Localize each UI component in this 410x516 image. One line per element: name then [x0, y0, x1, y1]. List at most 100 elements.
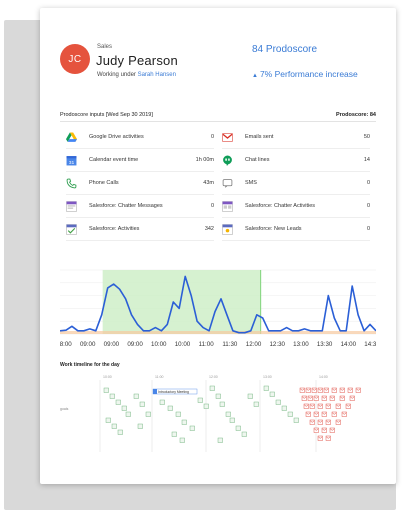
metrics-column-left: Google Drive activities 0 31 Calendar event… — [66, 126, 214, 241]
inputs-header: Prodoscore inputs [Wed Sep 30 2019] Prod… — [60, 112, 376, 122]
metric-label: Phone Calls — [89, 180, 119, 186]
series-line — [60, 275, 376, 334]
metric-label: Chat lines — [245, 157, 270, 163]
hangouts-icon — [222, 155, 233, 166]
email-flap — [326, 404, 331, 407]
metric-label: Emails sent — [245, 134, 274, 140]
avatar: JC — [60, 44, 90, 74]
phone-activity-icon — [263, 385, 269, 391]
phone-activity-icon — [203, 403, 209, 409]
working-under-label: Working under — [97, 72, 136, 78]
phone-activity-icon — [175, 411, 181, 417]
phone-activity-icon — [241, 431, 247, 437]
event-label: Introductory Meeting — [158, 390, 189, 394]
phone-activity-icon — [103, 387, 109, 393]
email-flap — [324, 388, 329, 391]
phone-activity-icon — [197, 397, 203, 403]
phone-activity-icon — [125, 411, 131, 417]
inputs-title: Prodoscore inputs [Wed Sep 30 2019] — [60, 112, 153, 118]
report-card: JC Sales Judy Pearson Working under Sara… — [40, 8, 396, 484]
email-flap — [318, 436, 323, 439]
email-flap — [336, 420, 341, 423]
hour-label: 13:00 — [263, 375, 272, 379]
phone-activity-icon — [235, 425, 241, 431]
phone-activity-icon — [229, 417, 235, 423]
metric-row: 31 Calendar event time 1h 00m — [66, 149, 214, 172]
email-flap — [340, 396, 345, 399]
calendar-icon: 31 — [66, 155, 77, 166]
performance-change: ▲ 7% Performance increase — [252, 69, 358, 79]
metric-value: 0 — [366, 226, 370, 232]
phone-activity-icon — [293, 417, 299, 423]
email-flap — [322, 428, 327, 431]
metrics-column-right: Emails sent 50 Chat lines 14 SMS 0 Salesforce:… — [222, 126, 370, 241]
event-calendar-icon — [153, 389, 157, 394]
email-flap — [332, 388, 337, 391]
email-flap — [318, 420, 323, 423]
x-tick-label: 12:30 — [269, 341, 285, 348]
metric-label: Calendar event time — [89, 157, 139, 163]
metric-label: Google Drive activities — [89, 134, 144, 140]
email-flap — [356, 388, 361, 391]
email-flap — [304, 404, 309, 407]
employee-name: Judy Pearson — [96, 53, 178, 68]
email-flap — [306, 412, 311, 415]
metric-value: 0 — [366, 203, 370, 209]
salesforce-chatter-icon — [66, 200, 77, 212]
phone-activity-icon — [115, 399, 121, 405]
email-flap — [300, 388, 305, 391]
metric-row: Salesforce: Activities 342 — [66, 218, 214, 241]
metric-row: Salesforce: Chatter Messages 0 — [66, 195, 214, 218]
hour-label: 10:00 — [103, 375, 112, 379]
manager-link[interactable]: Sarah Hansen — [137, 72, 176, 78]
x-tick-label: 09:00 — [104, 341, 120, 348]
phone-activity-icon — [247, 393, 253, 399]
hour-label: 11:00 — [155, 375, 164, 379]
metric-value: 0 — [366, 180, 370, 186]
phone-activity-icon — [287, 411, 293, 417]
up-arrow-icon: ▲ — [252, 73, 258, 79]
metric-label: Salesforce: Chatter Activities — [245, 203, 316, 209]
email-flap — [302, 396, 307, 399]
email-flap — [314, 428, 319, 431]
x-tick-label: 11:30 — [222, 341, 238, 348]
phone-activity-icon — [275, 399, 281, 405]
email-flap — [322, 396, 327, 399]
x-tick-label: 09:00 — [127, 341, 143, 348]
phone-activity-icon — [121, 405, 127, 411]
email-flap — [308, 396, 313, 399]
working-under: Working under Sarah Hansen — [97, 72, 176, 78]
email-flap — [310, 404, 315, 407]
metric-row: Google Drive activities 0 — [66, 126, 214, 149]
email-flap — [336, 404, 341, 407]
email-flap — [310, 420, 315, 423]
metric-label: Salesforce: Chatter Messages — [89, 203, 163, 209]
phone-activity-icon — [117, 429, 123, 435]
phone-activity-icon — [109, 393, 115, 399]
phone-activity-icon — [181, 419, 187, 425]
email-flap — [326, 420, 331, 423]
baseline-band — [60, 331, 376, 334]
phone-activity-icon — [159, 399, 165, 405]
timeline-title: Work timeline for the day — [60, 362, 120, 368]
salesforce-activities-icon — [66, 223, 77, 235]
metric-row: SMS 0 — [222, 172, 370, 195]
phone-icon — [66, 178, 77, 189]
x-tick-label: 10:00 — [175, 341, 191, 348]
metric-value: 1h 00m — [195, 157, 214, 163]
activity-chart: 08:00 09:00 09:00 09:00 10:00 10:00 11:00 11:30… — [60, 269, 376, 348]
email-flap — [326, 436, 331, 439]
metric-value: 0 — [210, 203, 214, 209]
gmail-icon — [222, 132, 233, 143]
email-flap — [350, 396, 355, 399]
phone-activity-icon — [269, 391, 275, 397]
svg-text:31: 31 — [69, 159, 75, 165]
x-tick-label: 14:30 — [364, 341, 376, 348]
timeline-tag: goals — [60, 407, 69, 411]
metric-row: Chat lines 14 — [222, 149, 370, 172]
phone-activity-icon — [105, 417, 111, 423]
metric-value: 0 — [210, 134, 214, 140]
work-timeline: 10:00 11:00 12:00 13:00 14:00 goals Introducto… — [60, 375, 361, 452]
hour-label: 12:00 — [209, 375, 218, 379]
email-flap — [330, 428, 335, 431]
